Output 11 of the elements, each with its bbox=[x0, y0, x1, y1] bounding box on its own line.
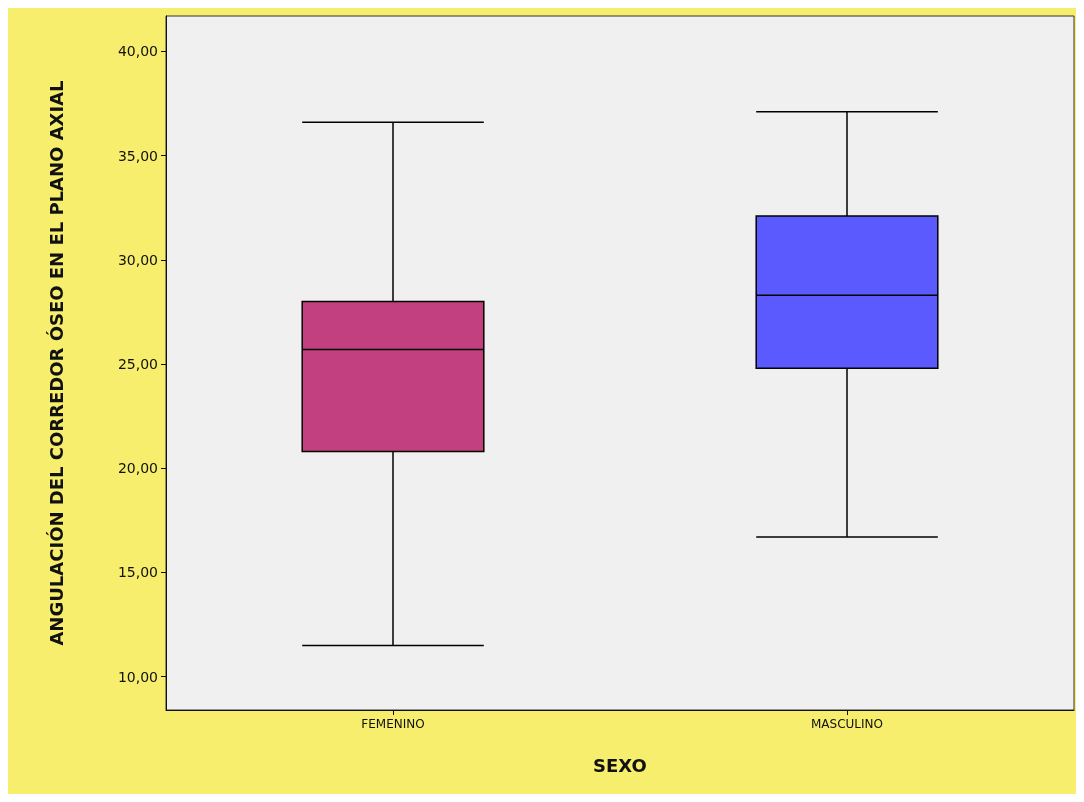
y-tick-label: 10,00 bbox=[117, 668, 158, 685]
y-tick-label: 20,00 bbox=[117, 460, 158, 477]
y-axis-title: ANGULACIÓN DEL CORREDOR ÓSEO EN EL PLANO AXIAL bbox=[45, 80, 67, 646]
x-tick-label: MASCULINO bbox=[811, 717, 883, 731]
y-tick-label: 35,00 bbox=[117, 147, 158, 164]
y-tick-label: 40,00 bbox=[117, 43, 158, 60]
x-axis-title: SEXO bbox=[593, 754, 647, 776]
y-tick-label: 30,00 bbox=[117, 251, 158, 268]
x-tick-label: FEMENINO bbox=[361, 717, 425, 731]
y-tick-label: 25,00 bbox=[117, 356, 158, 373]
y-tick-label: 15,00 bbox=[117, 564, 158, 581]
